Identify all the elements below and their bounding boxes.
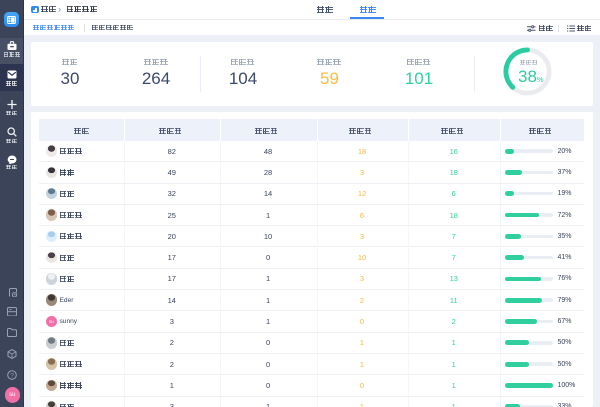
svg-text:?: ? — [10, 372, 14, 379]
